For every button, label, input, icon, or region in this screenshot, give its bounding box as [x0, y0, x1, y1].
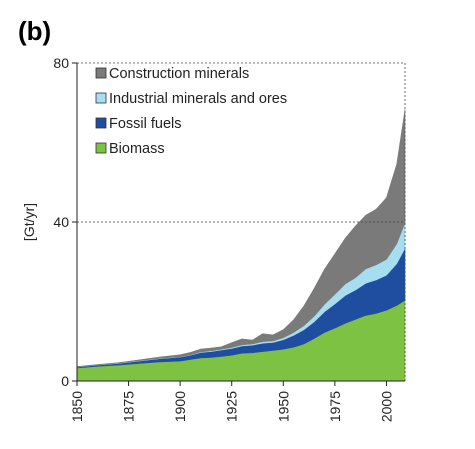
legend-label: Biomass [109, 141, 165, 157]
legend-swatch [95, 92, 107, 104]
legend-swatch [95, 117, 107, 129]
legend-label: Fossil fuels [109, 116, 182, 132]
x-tick-label: 1850 [69, 391, 85, 422]
legend-label: Industrial minerals and ores [109, 91, 287, 107]
legend-label: Construction minerals [109, 66, 249, 82]
legend: Construction minerals Industrial minerals… [95, 66, 287, 157]
y-tick-label: 0 [61, 373, 69, 389]
legend-swatch [95, 142, 107, 154]
grid-layer [77, 62, 405, 223]
y-tick-label: 80 [53, 55, 69, 71]
panel-label: (b) [18, 16, 52, 46]
legend-swatch [95, 67, 107, 79]
x-tick-label: 1900 [172, 391, 188, 422]
ticks-layer: 0 40 80 1850 1875 1900 1925 1950 1975 2000 [53, 55, 394, 422]
x-tick-label: 1925 [224, 391, 240, 422]
x-tick-label: 1875 [121, 391, 137, 422]
x-tick-label: 1975 [327, 391, 343, 422]
y-tick-label: 40 [53, 214, 69, 230]
y-axis-label: [Gt/yr] [21, 203, 37, 241]
x-tick-label: 1950 [275, 391, 291, 422]
area-construction-minerals [76, 109, 406, 368]
x-tick-label: 2000 [378, 391, 394, 422]
